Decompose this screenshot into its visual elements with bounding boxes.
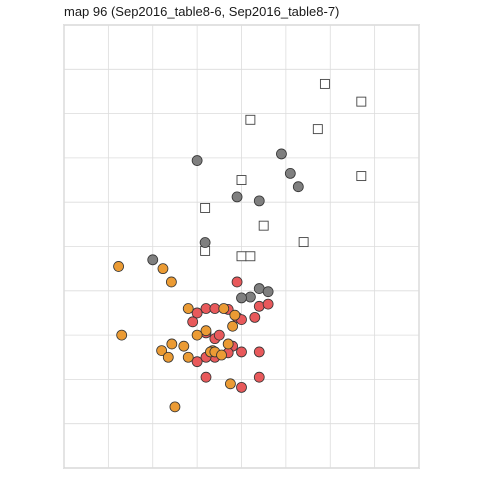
data-point-series-1 <box>236 251 247 262</box>
data-point-series-1 <box>356 96 367 107</box>
data-point-series-3 <box>191 307 203 319</box>
data-point-series-3 <box>262 298 274 310</box>
data-point-series-3 <box>191 356 203 368</box>
data-point-series-2 <box>262 286 274 298</box>
data-point-series-3 <box>253 371 265 383</box>
data-point-series-2 <box>231 191 243 203</box>
chart-title: map 96 (Sep2016_table8-6, Sep2016_table8… <box>64 4 340 19</box>
data-point-series-4 <box>156 345 168 357</box>
data-point-series-1 <box>258 220 269 231</box>
data-point-series-4 <box>229 309 241 321</box>
data-point-series-4 <box>165 276 177 288</box>
data-point-series-2 <box>191 155 203 166</box>
data-point-series-4 <box>169 401 181 413</box>
data-point-series-3 <box>253 300 265 312</box>
data-point-series-1 <box>200 203 211 213</box>
data-point-series-2 <box>284 168 296 179</box>
data-point-series-4 <box>116 329 128 341</box>
data-point-series-4 <box>200 325 212 337</box>
data-points <box>113 78 367 413</box>
data-point-series-3 <box>236 381 247 393</box>
data-point-series-2 <box>199 237 211 248</box>
data-point-series-1 <box>236 175 247 186</box>
data-point-series-3 <box>187 316 199 328</box>
data-point-series-3 <box>253 346 265 358</box>
data-point-series-4 <box>216 349 227 361</box>
data-point-series-1 <box>245 114 256 125</box>
data-point-series-2 <box>253 195 265 207</box>
data-point-series-1 <box>312 124 323 135</box>
data-point-series-2 <box>244 291 256 303</box>
data-point-series-4 <box>157 263 169 275</box>
data-point-series-4 <box>166 338 178 350</box>
grid-lines <box>63 24 420 469</box>
data-point-series-4 <box>178 340 190 352</box>
data-point-series-3 <box>200 371 212 383</box>
data-point-series-3 <box>231 276 243 288</box>
data-point-series-4 <box>227 320 239 332</box>
data-point-series-2 <box>292 181 304 193</box>
data-point-series-3 <box>249 311 261 323</box>
data-point-series-4 <box>191 329 203 341</box>
data-point-series-4 <box>225 378 236 390</box>
data-point-series-4 <box>182 351 194 363</box>
data-point-series-1 <box>298 237 309 248</box>
data-point-series-2 <box>147 254 159 266</box>
data-point-series-3 <box>236 346 247 358</box>
data-point-series-2 <box>276 148 287 160</box>
data-point-series-1 <box>245 251 256 262</box>
data-point-series-4 <box>113 261 124 272</box>
data-point-series-1 <box>356 171 367 182</box>
data-point-series-4 <box>182 303 194 314</box>
data-point-series-2 <box>236 292 247 304</box>
data-point-series-4 <box>222 338 234 350</box>
data-point-series-4 <box>218 303 230 314</box>
data-point-series-1 <box>319 78 330 89</box>
data-point-series-3 <box>213 329 225 341</box>
data-point-series-4 <box>162 351 174 363</box>
